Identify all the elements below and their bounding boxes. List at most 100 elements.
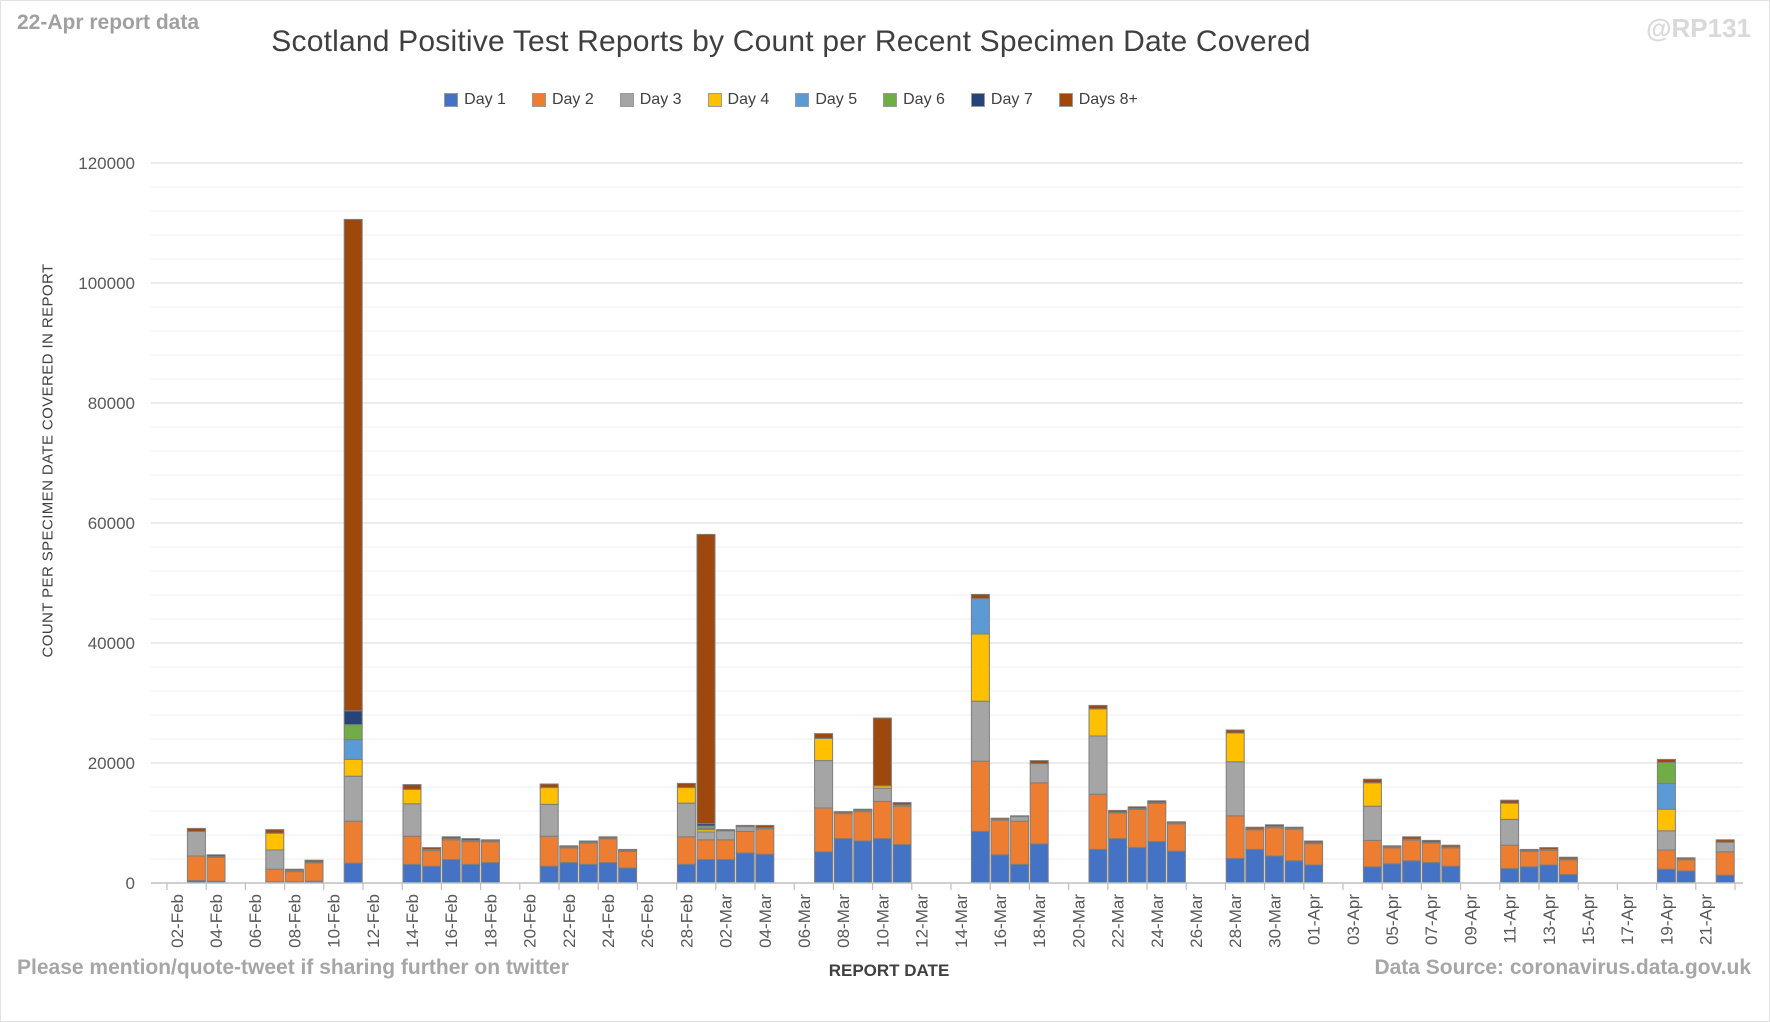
segment-days-8+ <box>402 784 422 790</box>
bar-09-Feb <box>304 859 324 884</box>
x-tick-label: 12-Feb <box>364 894 383 948</box>
bar-30-Mar <box>1264 824 1284 884</box>
segment-day-2 <box>461 841 481 865</box>
segment-days-8+ <box>1147 800 1167 804</box>
segment-day-2 <box>186 855 206 882</box>
segment-day-1 <box>402 863 422 884</box>
segment-day-1 <box>1382 863 1402 884</box>
segment-days-8+ <box>1010 815 1030 818</box>
segment-day-1 <box>1676 870 1696 884</box>
legend-item-day-3: Day 3 <box>619 91 682 109</box>
segment-days-8+ <box>735 824 755 828</box>
legend-swatch-icon <box>970 93 985 107</box>
segment-day-1 <box>1029 843 1049 884</box>
bar-25-Feb <box>618 848 638 884</box>
x-tick-label: 19-Apr <box>1657 894 1676 945</box>
bar-06-Apr <box>1402 836 1422 884</box>
segment-days-8+ <box>1539 847 1559 850</box>
bar-18-Feb <box>480 839 500 884</box>
segment-day-2 <box>1441 847 1461 867</box>
segment-day-1 <box>676 863 696 884</box>
segment-day-1 <box>1558 874 1578 884</box>
segment-day-3 <box>676 802 696 838</box>
legend-swatch-icon <box>444 93 459 107</box>
segment-day-6 <box>1656 761 1676 784</box>
segment-day-3 <box>814 760 834 809</box>
segment-day-3 <box>343 775 363 822</box>
segment-days-8+ <box>990 817 1010 820</box>
segment-day-2 <box>402 835 422 865</box>
x-tick-label: 11-Apr <box>1501 894 1520 944</box>
bar-24-Mar <box>1147 800 1167 884</box>
segment-day-6 <box>343 724 363 741</box>
segment-days-8+ <box>186 827 206 832</box>
segment-day-2 <box>578 842 598 865</box>
bar-21-Mar <box>1088 704 1108 884</box>
segment-days-8+ <box>304 859 324 863</box>
y-tick-label: 60000 <box>88 514 135 533</box>
x-tick-label: 10-Mar <box>873 894 892 948</box>
x-tick-label: 17-Apr <box>1618 894 1637 945</box>
segment-day-3 <box>872 787 892 802</box>
x-tick-label: 24-Feb <box>599 894 618 948</box>
segment-days-8+ <box>206 854 226 858</box>
segment-day-3 <box>186 830 206 857</box>
segment-day-2 <box>814 807 834 853</box>
bar-11-Mar <box>892 802 912 884</box>
bar-13-Apr <box>1539 847 1559 884</box>
x-tick-label: 07-Apr <box>1422 894 1441 945</box>
bar-02-Mar <box>716 829 736 884</box>
segment-day-2 <box>304 862 324 882</box>
y-axis-title: COUNT PER SPECIMEN DATE COVERED IN REPOR… <box>39 263 57 658</box>
segment-day-1 <box>735 852 755 884</box>
segment-day-4 <box>1088 708 1108 737</box>
segment-day-2 <box>1029 782 1049 845</box>
x-tick-label: 28-Mar <box>1226 894 1245 948</box>
segment-day-2 <box>539 835 559 867</box>
segment-day-1 <box>1304 864 1324 884</box>
segment-day-3 <box>402 803 422 837</box>
segment-day-1 <box>1147 841 1167 884</box>
segment-day-2 <box>1264 827 1284 857</box>
bar-04-Apr <box>1362 778 1382 884</box>
bar-29-Mar <box>1245 826 1265 884</box>
legend-swatch-icon <box>619 93 634 107</box>
segment-day-1 <box>1421 862 1441 884</box>
segment-day-1 <box>970 830 990 884</box>
bar-04-Feb <box>206 854 226 884</box>
bar-14-Feb <box>402 784 422 884</box>
x-tick-label: 30-Mar <box>1265 894 1284 948</box>
segment-days-8+ <box>853 808 873 811</box>
bar-12-Apr <box>1519 848 1539 884</box>
segment-day-1 <box>1166 850 1186 884</box>
bar-28-Feb <box>676 782 696 884</box>
segment-day-3 <box>1225 761 1245 817</box>
segment-day-4 <box>402 788 422 805</box>
segment-day-2 <box>892 805 912 846</box>
segment-days-8+ <box>1284 826 1304 829</box>
segment-days-8+ <box>1245 826 1265 830</box>
bar-23-Feb <box>578 840 598 884</box>
report-note: 22-Apr report data <box>17 11 200 34</box>
segment-days-8+ <box>1441 844 1461 848</box>
bar-31-Mar <box>1284 826 1304 884</box>
segment-day-2 <box>441 839 461 861</box>
bar-07-Apr <box>1421 839 1441 884</box>
segment-day-1 <box>1500 868 1520 884</box>
segment-day-1 <box>696 859 716 884</box>
segment-day-2 <box>618 850 638 869</box>
segment-day-2 <box>1402 839 1422 862</box>
segment-day-3 <box>716 830 736 841</box>
bar-03-Mar <box>735 824 755 884</box>
segment-day-1 <box>833 838 853 884</box>
segment-day-2 <box>735 830 755 854</box>
segment-day-2 <box>1362 839 1382 868</box>
segment-day-1 <box>441 859 461 884</box>
segment-day-2 <box>833 812 853 840</box>
x-tick-label: 18-Mar <box>1030 894 1049 948</box>
segment-day-2 <box>1304 842 1324 866</box>
segment-day-1 <box>422 865 442 884</box>
y-tick-label: 0 <box>126 874 135 893</box>
